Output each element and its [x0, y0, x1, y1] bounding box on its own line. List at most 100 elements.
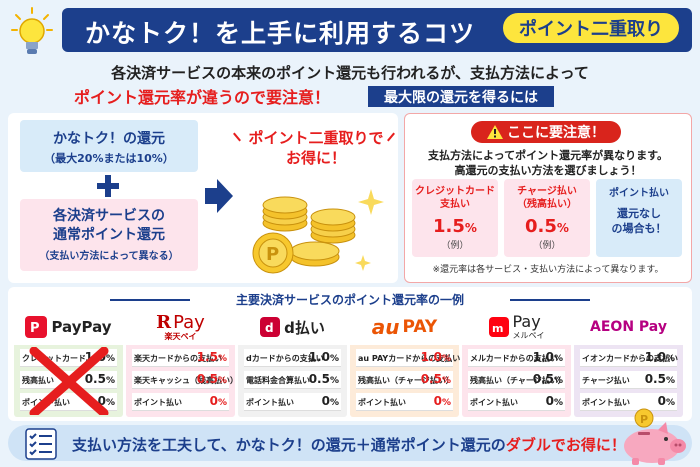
row-value: 0% — [210, 394, 227, 408]
row-unit: % — [441, 354, 451, 364]
row-label: 残高払い（チャージ払い） — [358, 376, 454, 385]
table-row: 電話料金合算払い 0.5% — [244, 371, 341, 389]
row-value: 0.5% — [85, 372, 115, 386]
row-unit: % — [329, 398, 339, 408]
charge-rate-unit: % — [556, 221, 569, 235]
row-unit: % — [105, 354, 115, 364]
row-label: 残高払い（チャージ払い） — [470, 376, 566, 385]
svg-text:m: m — [492, 322, 503, 335]
point-pay-label: ポイント払い — [609, 188, 669, 199]
row-number: 1.5 — [196, 350, 218, 364]
row-value: 1.0% — [533, 350, 563, 364]
lightbulb-icon — [11, 7, 53, 54]
row-unit: % — [553, 376, 563, 386]
row-label: イオンカードからの支払い — [582, 354, 678, 363]
svg-text:P: P — [640, 413, 648, 426]
row-unit: % — [441, 398, 451, 408]
piggy-bank-icon: P — [624, 408, 686, 465]
caution-description: 支払方法によってポイント還元率が異なります。 高還元の支払い方法を選びましょう！ — [404, 148, 692, 178]
row-value: 0% — [546, 394, 563, 408]
caution-desc-1: 支払方法によってポイント還元率が異なります。 — [427, 149, 669, 162]
d-barai-name: d払い — [284, 318, 325, 337]
row-unit: % — [665, 376, 675, 386]
merpay-pay-text: Pay — [512, 311, 541, 331]
table-row: 楽天キャッシュ（残高払い） 0.5% — [132, 371, 238, 389]
aeon-pay-name: AEON Pay — [590, 319, 667, 335]
charge-example: （例） — [533, 241, 561, 251]
row-number: 1.0 — [644, 350, 666, 364]
table-row: au PAYカードからの支払い 1.0% — [356, 349, 460, 367]
coins-icon: P — [252, 189, 384, 274]
header-badge: ポイント二重取り — [500, 10, 682, 46]
au-pay-text: PAY — [402, 317, 438, 337]
intro-badge: 最大限の還元を得るには — [368, 86, 554, 107]
service-au-pay: au PAY au PAYカードからの支払い 1.0% 残高払い（チャージ払い） 0… — [350, 309, 460, 417]
row-unit: % — [105, 398, 115, 408]
row-unit: % — [553, 398, 563, 408]
kanatoku-sub: （最大20%または10%） — [44, 152, 174, 165]
page-title: かなトク！を上手に利用するコツ — [85, 19, 476, 48]
row-number: 0 — [209, 394, 218, 408]
table-row: ポイント払い 0% — [468, 393, 565, 411]
row-label: ポイント払い — [134, 398, 182, 407]
double-point-line-2: お得に！ — [285, 149, 346, 167]
title-line-right — [510, 299, 590, 301]
charge-rate-card: チャージ払い （残高払い） 0.5% （例） — [504, 179, 590, 257]
service-aeon-pay: AEON Pay イオンカードからの支払い 1.0% チャージ払い 0.5% ポイン… — [574, 309, 683, 417]
row-label: ポイント払い — [246, 398, 294, 407]
row-label: 残高払い — [22, 376, 54, 385]
aeon-pay-logo: AEON Pay — [574, 309, 683, 345]
row-label: クレジットカード — [22, 354, 86, 363]
double-point-callout: ポイント二重取りで お得に！ — [237, 128, 395, 168]
d-barai-icon: d — [260, 317, 281, 337]
charge-label-1: チャージ払い — [517, 186, 577, 197]
row-label: 楽天カードからの支払い — [134, 354, 222, 363]
merpay-icon: m — [488, 317, 509, 337]
row-value: 0% — [658, 394, 675, 408]
table-row: 残高払い（チャージ払い） 0.5% — [356, 371, 454, 389]
row-number: 0 — [97, 394, 106, 408]
row-value: 1.0% — [421, 350, 451, 364]
row-label: 電話料金合算払い — [246, 376, 310, 385]
row-number: 0 — [657, 394, 666, 408]
row-unit: % — [217, 376, 227, 386]
row-number: 0.5 — [420, 372, 442, 386]
kanatoku-title: かなトク！の還元 — [53, 131, 165, 147]
paypay-icon: P — [25, 316, 48, 338]
checklist-icon — [25, 428, 57, 460]
row-number: 0.5 — [308, 372, 330, 386]
row-value: 0.5% — [197, 372, 227, 386]
row-number: 0.5 — [84, 372, 106, 386]
row-value: 0.5% — [421, 372, 451, 386]
row-value: 0% — [322, 394, 339, 408]
row-value: 0.5% — [309, 372, 339, 386]
table-row: 残高払い（チャージ払い） 0.5% — [468, 371, 566, 389]
row-number: 0.5 — [644, 372, 666, 386]
d-barai-logo: d d払い — [238, 309, 347, 345]
table-row: dカードからの支払い 1.0% — [244, 349, 341, 367]
row-unit: % — [105, 376, 115, 386]
bottom-message: 支払い方法を工夫して、かなトク！の還元＋通常ポイント還元のダブルでお得に！ — [72, 434, 626, 455]
svg-text:P: P — [266, 244, 279, 265]
row-unit: % — [217, 354, 227, 364]
row-label: ポイント払い — [470, 398, 518, 407]
normal-point-sub: （支払い方法によって異なる） — [39, 251, 179, 262]
credit-card-rate-value: 1.5 — [433, 216, 465, 237]
row-label: ポイント払い — [582, 398, 630, 407]
double-point-line-1: ポイント二重取りで — [248, 129, 384, 147]
plus-icon — [97, 175, 119, 197]
table-row: イオンカードからの支払い 1.0% — [580, 349, 678, 367]
credit-card-rate-card: クレジットカード 支払い 1.5% （例） — [412, 179, 498, 257]
service-merpay: m Pay メルペイ メルカードからの支払い 1.0% 残高払い（チャージ払い） 0… — [462, 309, 571, 417]
normal-point-title-2: 通常ポイント還元 — [53, 227, 165, 243]
table-row: ポイント払い 0% — [580, 393, 677, 411]
caution-label: ここに要注意！ — [507, 125, 605, 141]
row-number: 1.0 — [308, 350, 330, 364]
row-label: 楽天キャッシュ（残高払い） — [134, 376, 238, 385]
rakuten-r-icon: R — [156, 312, 172, 333]
row-unit: % — [441, 376, 451, 386]
row-number: 0 — [545, 394, 554, 408]
merpay-logo: m Pay メルペイ — [462, 309, 571, 345]
row-unit: % — [665, 398, 675, 408]
